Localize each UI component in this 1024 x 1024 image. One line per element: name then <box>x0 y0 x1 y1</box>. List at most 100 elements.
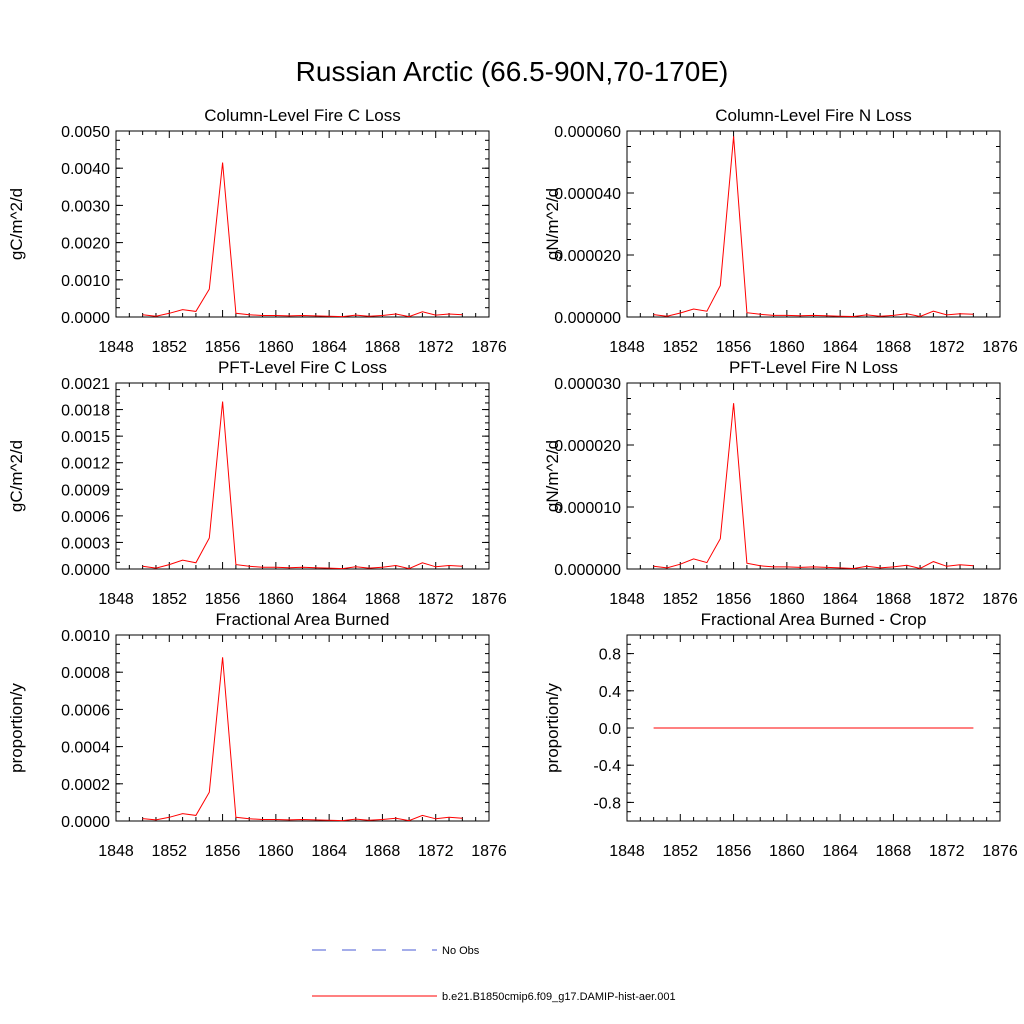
y-tick-label: 0.0006 <box>61 509 110 526</box>
y-tick-label: 0.0018 <box>61 403 110 420</box>
y-tick-label: 0.000040 <box>554 186 621 203</box>
plot-frame <box>115 130 490 318</box>
x-tick-label: 1872 <box>418 339 454 356</box>
y-axis-label: gC/m^2/d <box>7 440 26 512</box>
x-tick-label: 1856 <box>205 591 241 608</box>
chart-panel: 1848 1852 1856 1860 1864 1868 1872 1876 0.000000… <box>543 106 1018 356</box>
y-tick-label: 0.0015 <box>61 429 110 446</box>
y-tick-label: 0.0030 <box>61 198 110 215</box>
y-tick-label: 0.0040 <box>61 161 110 178</box>
series-line <box>653 136 974 318</box>
x-tick-label: 1852 <box>662 339 698 356</box>
chart-panel: 1848 1852 1856 1860 1864 1868 1872 1876 0.0000 0.… <box>7 610 507 860</box>
x-tick-label: 1868 <box>365 843 401 860</box>
legend-label-model: b.e21.B1850cmip6.f09_g17.DAMIP-hist-aer.… <box>442 991 676 1003</box>
x-tick-label: 1876 <box>982 339 1018 356</box>
plot-frame <box>115 382 490 570</box>
series-line <box>142 401 463 570</box>
x-tick-label: 1872 <box>929 591 965 608</box>
x-tick-label: 1852 <box>662 843 698 860</box>
y-tick-label: 0.0000 <box>61 814 110 831</box>
x-tick-label: 1868 <box>876 843 912 860</box>
plot-frame <box>626 130 1001 318</box>
x-tick-label: 1852 <box>151 591 187 608</box>
x-tick-label: 1860 <box>258 591 294 608</box>
panel-title: PFT-Level Fire C Loss <box>218 358 387 377</box>
y-tick-label: 0.8 <box>599 647 621 664</box>
x-tick-label: 1852 <box>151 843 187 860</box>
x-tick-label: 1856 <box>205 339 241 356</box>
x-tick-label: 1876 <box>982 843 1018 860</box>
y-tick-label: 0.0002 <box>61 777 110 794</box>
x-tick-label: 1868 <box>365 339 401 356</box>
x-tick-label: 1860 <box>769 591 805 608</box>
y-tick-label: 0.0009 <box>61 482 110 499</box>
y-tick-label: 0.0006 <box>61 702 110 719</box>
chart-panel: 1848 1852 1856 1860 1864 1868 1872 1876 0.000000… <box>543 358 1018 608</box>
y-tick-label: 0.0012 <box>61 456 110 473</box>
y-tick-label: 0.0004 <box>61 740 110 757</box>
x-tick-label: 1848 <box>609 843 645 860</box>
x-tick-label: 1876 <box>471 591 507 608</box>
y-axis-label: proportion/y <box>7 683 26 773</box>
y-tick-label: 0.000060 <box>554 124 621 141</box>
x-tick-label: 1864 <box>822 591 858 608</box>
x-tick-label: 1860 <box>258 843 294 860</box>
figure-title: Russian Arctic (66.5-90N,70-170E) <box>295 56 729 87</box>
x-tick-label: 1868 <box>876 339 912 356</box>
legend: No Obs b.e21.B1850cmip6.f09_g17.DAMIP-hi… <box>312 945 676 1003</box>
x-tick-label: 1864 <box>822 339 858 356</box>
y-tick-label: 0.0 <box>599 721 621 738</box>
y-tick-label: 0.0010 <box>61 628 110 645</box>
legend-label-no-obs: No Obs <box>442 945 480 957</box>
y-tick-label: 0.000010 <box>554 500 621 517</box>
x-tick-label: 1868 <box>876 591 912 608</box>
y-tick-label: 0.000020 <box>554 438 621 455</box>
series-line <box>653 403 974 570</box>
x-tick-label: 1856 <box>716 843 752 860</box>
y-tick-label: 0.0008 <box>61 665 110 682</box>
plot-frame <box>626 382 1001 570</box>
x-tick-label: 1864 <box>311 339 347 356</box>
y-tick-label: 0.4 <box>599 684 621 701</box>
y-tick-label: 0.0050 <box>61 124 110 141</box>
panel-title: Column-Level Fire N Loss <box>715 106 912 125</box>
panel-title: PFT-Level Fire N Loss <box>729 358 898 377</box>
y-tick-label: 0.000020 <box>554 248 621 265</box>
chart-panel: 1848 1852 1856 1860 1864 1868 1872 1876 0.0000 0.… <box>7 358 507 608</box>
y-axis-label: gN/m^2/d <box>543 440 562 512</box>
panels-group: 1848 1852 1856 1860 1864 1868 1872 1876 0.0000 0.… <box>7 106 1018 860</box>
x-tick-label: 1852 <box>662 591 698 608</box>
x-tick-label: 1876 <box>471 843 507 860</box>
x-tick-label: 1876 <box>471 339 507 356</box>
x-tick-label: 1856 <box>716 339 752 356</box>
x-tick-label: 1848 <box>98 339 134 356</box>
x-tick-label: 1848 <box>98 843 134 860</box>
panel-title: Column-Level Fire C Loss <box>204 106 401 125</box>
y-tick-label: 0.0000 <box>61 562 110 579</box>
x-tick-label: 1848 <box>609 339 645 356</box>
x-tick-label: 1860 <box>258 339 294 356</box>
y-axis-label: gN/m^2/d <box>543 188 562 260</box>
x-tick-label: 1876 <box>982 591 1018 608</box>
chart-panel: 1848 1852 1856 1860 1864 1868 1872 1876 0.0000 0.… <box>7 106 507 356</box>
x-tick-label: 1872 <box>418 591 454 608</box>
x-tick-label: 1872 <box>929 339 965 356</box>
y-tick-label: 0.0003 <box>61 535 110 552</box>
y-tick-label: 0.0021 <box>61 376 110 393</box>
x-tick-label: 1864 <box>822 843 858 860</box>
panel-title: Fractional Area Burned - Crop <box>701 610 927 629</box>
x-tick-label: 1864 <box>311 843 347 860</box>
x-tick-label: 1848 <box>98 591 134 608</box>
y-tick-label: 0.000000 <box>554 310 621 327</box>
series-line <box>142 162 463 318</box>
y-tick-label: 0.000000 <box>554 562 621 579</box>
x-tick-label: 1856 <box>205 843 241 860</box>
series-line <box>142 657 463 822</box>
y-tick-label: 0.0020 <box>61 236 110 253</box>
x-tick-label: 1852 <box>151 339 187 356</box>
x-tick-label: 1864 <box>311 591 347 608</box>
x-tick-label: 1856 <box>716 591 752 608</box>
panel-title: Fractional Area Burned <box>216 610 390 629</box>
